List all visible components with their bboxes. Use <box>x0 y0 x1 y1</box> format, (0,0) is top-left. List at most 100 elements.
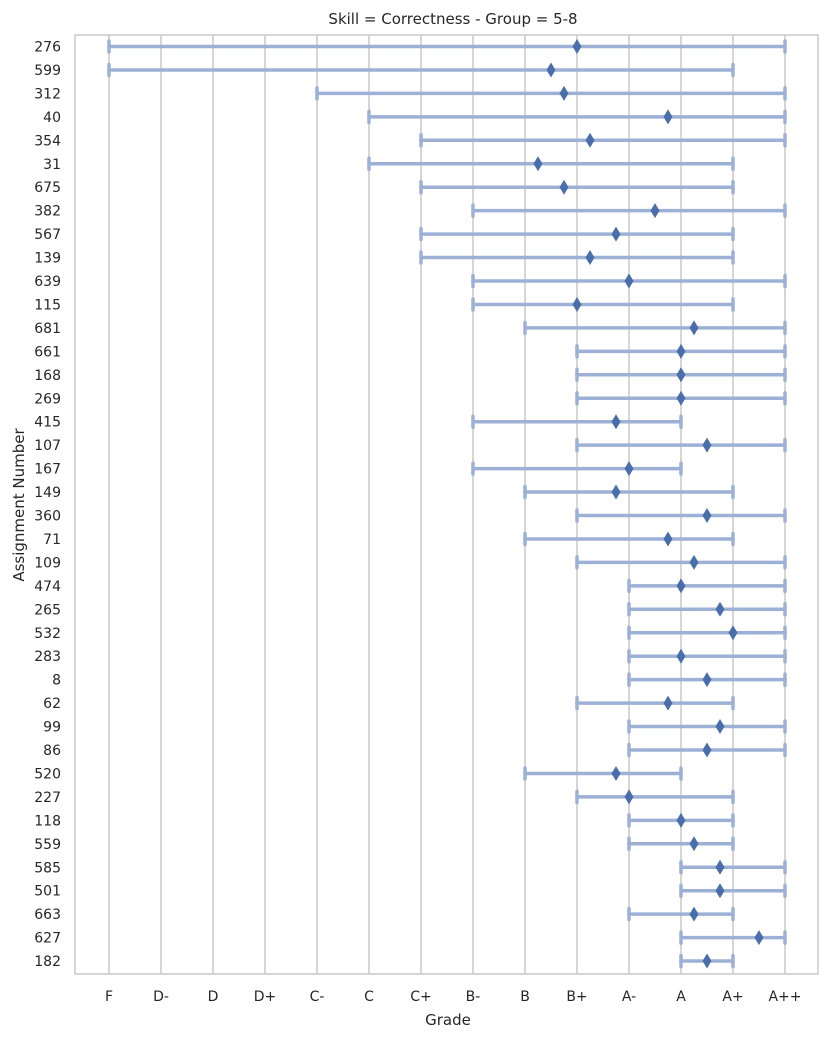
y-tick-label: 639 <box>34 274 61 290</box>
y-tick-label: 312 <box>34 86 61 102</box>
mean-marker-109 <box>689 554 699 570</box>
mean-marker-681 <box>689 320 699 336</box>
y-tick-label: 474 <box>34 579 61 595</box>
x-tick-label: B- <box>466 989 481 1005</box>
mean-marker-62 <box>663 695 673 711</box>
y-tick-label: 168 <box>34 368 61 384</box>
y-tick-label: 532 <box>34 626 61 642</box>
x-tick-label: D- <box>153 989 169 1005</box>
y-tick-label: 354 <box>34 133 61 149</box>
mean-markers <box>533 39 764 969</box>
mean-marker-360 <box>702 508 712 523</box>
x-tick-label: D <box>208 989 219 1005</box>
mean-marker-149 <box>611 484 621 500</box>
y-tick-label: 269 <box>34 391 61 407</box>
y-tick-label: 681 <box>34 321 61 337</box>
y-tick-label: 86 <box>43 743 61 759</box>
mean-marker-283 <box>676 648 686 664</box>
y-tick-label: 167 <box>34 462 61 478</box>
mean-marker-627 <box>754 930 764 946</box>
y-tick-label: 360 <box>34 509 61 525</box>
mean-marker-167 <box>624 461 634 477</box>
mean-marker-663 <box>689 906 699 922</box>
y-tick-label: 227 <box>34 790 61 806</box>
mean-marker-40 <box>663 109 673 125</box>
y-tick-label: 139 <box>34 251 61 267</box>
mean-marker-71 <box>663 531 673 547</box>
y-tick-label: 585 <box>34 860 61 876</box>
y-tick-label: 663 <box>34 907 61 923</box>
mean-marker-661 <box>676 343 686 359</box>
y-tick-label: 559 <box>34 837 61 853</box>
x-tick-label: B <box>520 989 530 1005</box>
mean-marker-168 <box>676 367 686 383</box>
mean-marker-227 <box>624 789 634 805</box>
x-tick-label: C- <box>310 989 325 1005</box>
mean-marker-382 <box>650 203 660 219</box>
y-tick-label: 415 <box>34 415 61 431</box>
mean-marker-118 <box>676 812 686 828</box>
mean-marker-501 <box>715 883 725 899</box>
mean-marker-567 <box>611 226 621 242</box>
y-tick-label: 118 <box>34 813 61 829</box>
y-tick-label: 31 <box>43 157 61 173</box>
mean-marker-86 <box>702 742 712 758</box>
y-tick-label: 627 <box>34 931 61 947</box>
y-tick-label: 501 <box>34 884 61 900</box>
mean-marker-182 <box>702 953 712 969</box>
y-tick-label: 40 <box>43 110 61 126</box>
mean-marker-107 <box>702 437 712 453</box>
y-tick-label: 107 <box>34 438 61 454</box>
mean-marker-265 <box>715 601 725 617</box>
x-tick-label: C <box>364 989 374 1005</box>
x-tick-label: A+ <box>722 989 743 1005</box>
mean-marker-532 <box>728 625 738 641</box>
y-tick-label: 661 <box>34 344 61 360</box>
y-tick-label: 8 <box>52 673 61 689</box>
plot-frame <box>74 34 819 975</box>
y-tick-label: 567 <box>34 227 61 243</box>
grid-lines <box>108 35 786 974</box>
y-tick-label: 265 <box>34 602 61 618</box>
mean-marker-269 <box>676 390 686 406</box>
mean-marker-415 <box>611 414 621 430</box>
mean-marker-8 <box>702 672 712 688</box>
mean-marker-115 <box>572 296 582 312</box>
x-tick-labels: F D- D D+ C- C C+ B- B B+ A- A A+ A++ <box>105 989 802 1005</box>
mean-marker-520 <box>611 765 621 781</box>
mean-marker-599 <box>546 62 556 78</box>
range-bars <box>107 39 787 969</box>
y-tick-label: 520 <box>34 766 61 782</box>
mean-marker-559 <box>689 836 699 852</box>
y-tick-labels: 276 599 312 40 354 31 675 382 567 139 639 115 681 661… <box>34 40 61 971</box>
y-tick-label: 599 <box>34 63 61 79</box>
x-tick-label: A- <box>622 989 636 1005</box>
y-tick-label: 115 <box>34 297 61 313</box>
x-tick-label: A++ <box>768 989 801 1005</box>
x-tick-label: D+ <box>254 989 277 1005</box>
y-axis-label: Assignment Number <box>10 427 28 581</box>
mean-marker-99 <box>715 719 725 735</box>
mean-marker-312 <box>559 85 569 101</box>
mean-marker-354 <box>585 132 595 148</box>
x-tick-label: B+ <box>566 989 587 1005</box>
y-tick-label: 276 <box>34 40 61 56</box>
y-tick-label: 675 <box>34 180 61 196</box>
mean-marker-139 <box>585 250 595 266</box>
y-tick-label: 99 <box>43 720 61 736</box>
x-tick-label: A <box>676 989 686 1005</box>
mean-marker-585 <box>715 859 725 875</box>
y-tick-label: 62 <box>43 696 61 712</box>
y-tick-label: 149 <box>34 485 61 501</box>
mean-marker-639 <box>624 273 634 289</box>
y-tick-label: 382 <box>34 204 61 220</box>
x-tick-label: C+ <box>410 989 432 1005</box>
x-tick-label: F <box>105 989 113 1005</box>
x-axis-label: Grade <box>425 1011 471 1029</box>
mean-marker-276 <box>572 39 582 54</box>
y-tick-label: 109 <box>34 555 61 571</box>
y-tick-label: 182 <box>34 954 61 970</box>
mean-marker-31 <box>533 156 543 172</box>
mean-marker-675 <box>559 179 569 195</box>
